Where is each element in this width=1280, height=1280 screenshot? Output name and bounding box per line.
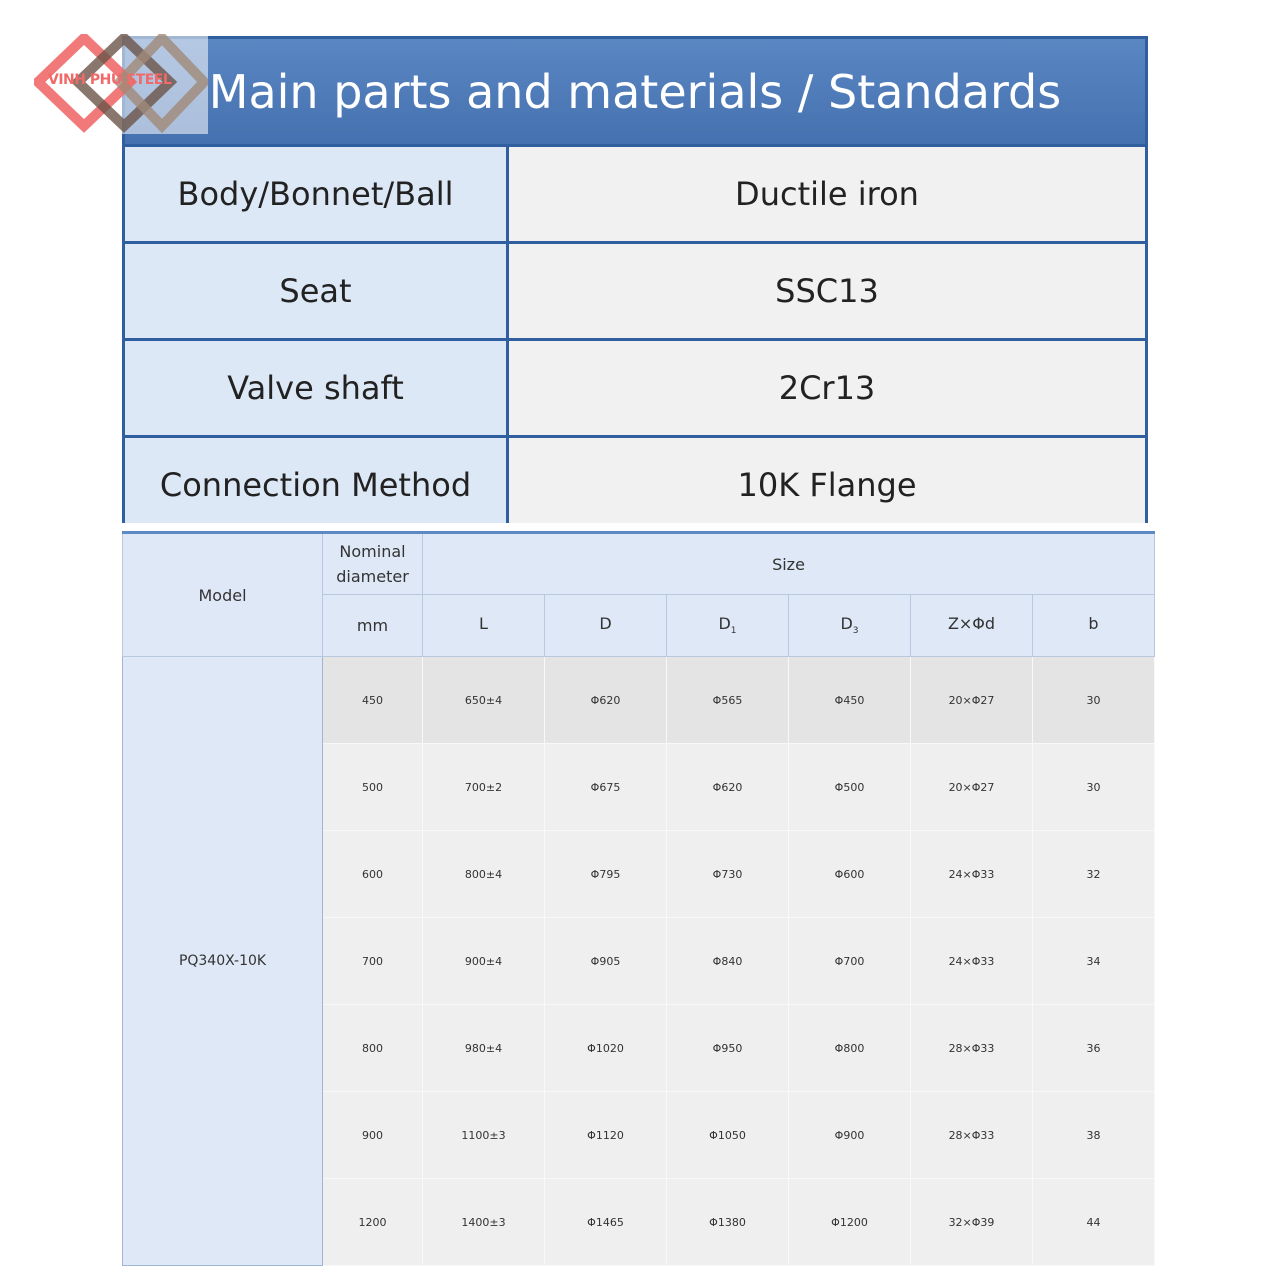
model-cell: PQ340X-10K	[122, 656, 323, 1266]
material-value: 10K Flange	[737, 466, 917, 504]
material-value: Ductile iron	[735, 175, 919, 213]
column-label: b	[1088, 614, 1099, 634]
table-cell: 36	[1032, 1004, 1155, 1092]
column-label: L	[479, 614, 488, 634]
table-cell: Φ675	[544, 743, 667, 831]
table-cell: Φ600	[788, 830, 911, 918]
table-cell: Φ500	[788, 743, 911, 831]
table-cell: 900	[322, 1091, 423, 1179]
size-table: Model Nominal diameter Size mm L D D1 D3 Z×Φ…	[122, 531, 1155, 1266]
table-cell: Φ1465	[544, 1178, 667, 1266]
size-header: Size	[422, 531, 1155, 595]
column-header: D3	[788, 594, 911, 657]
vinh-phu-steel-logo: VINH PHU STEEL	[30, 30, 211, 134]
column-header: b	[1032, 594, 1155, 657]
column-label: D	[840, 614, 853, 634]
table-row: 1200 1400±3 Φ1465 Φ1380 Φ1200 32×Φ39 44	[123, 1178, 1155, 1266]
table-cell: 800	[322, 1004, 423, 1092]
materials-table: Main parts and materials / Standards Bod…	[122, 36, 1148, 523]
table-cell: 500	[322, 743, 423, 831]
table-cell: 28×Φ33	[910, 1004, 1033, 1092]
table-cell: Φ620	[666, 743, 789, 831]
column-header: D	[544, 594, 667, 657]
table-cell: Φ565	[666, 656, 789, 744]
table-cell: 24×Φ33	[910, 830, 1033, 918]
nominal-header: Nominal diameter	[322, 531, 423, 595]
material-row: Seat SSC13	[125, 244, 1145, 341]
table-cell: 1100±3	[422, 1091, 545, 1179]
material-row: Connection Method 10K Flange	[125, 438, 1145, 523]
table-cell: Φ450	[788, 656, 911, 744]
table-row: 600 800±4 Φ795 Φ730 Φ600 24×Φ33 32	[123, 830, 1155, 918]
table-cell: Φ1120	[544, 1091, 667, 1179]
table-cell: 30	[1032, 743, 1155, 831]
material-row: Body/Bonnet/Ball Ductile iron	[125, 147, 1145, 244]
table-cell: 650±4	[422, 656, 545, 744]
table-cell: 34	[1032, 917, 1155, 1005]
table-cell: Φ1050	[666, 1091, 789, 1179]
table-cell: 600	[322, 830, 423, 918]
material-value: 2Cr13	[778, 369, 876, 407]
column-header: Z×Φd	[910, 594, 1033, 657]
table-cell: 1400±3	[422, 1178, 545, 1266]
column-label: D	[718, 614, 731, 634]
part-name: Seat	[125, 244, 509, 338]
table-cell: 980±4	[422, 1004, 545, 1092]
table-cell: Φ730	[666, 830, 789, 918]
column-subscript: 1	[730, 626, 737, 637]
table-cell: Φ1200	[788, 1178, 911, 1266]
table-cell: 450	[322, 656, 423, 744]
table-cell: Φ800	[788, 1004, 911, 1092]
table-cell: Φ700	[788, 917, 911, 1005]
material-row: Valve shaft 2Cr13	[125, 341, 1145, 438]
part-name: Body/Bonnet/Ball	[125, 147, 509, 241]
column-header: L	[422, 594, 545, 657]
logo-text: VINH PHU STEEL	[48, 72, 172, 88]
table-cell: Φ900	[788, 1091, 911, 1179]
table-cell: 24×Φ33	[910, 917, 1033, 1005]
table-cell: 20×Φ27	[910, 743, 1033, 831]
column-label: Z×Φd	[947, 614, 996, 634]
table-row: 900 1100±3 Φ1120 Φ1050 Φ900 28×Φ33 38	[123, 1091, 1155, 1179]
part-name: Valve shaft	[125, 341, 509, 435]
table-cell: 900±4	[422, 917, 545, 1005]
table-cell: Φ905	[544, 917, 667, 1005]
table-cell: Φ950	[666, 1004, 789, 1092]
logo-diamonds-icon	[30, 30, 211, 134]
table-cell: 20×Φ27	[910, 656, 1033, 744]
table-cell: 700±2	[422, 743, 545, 831]
table-cell: 38	[1032, 1091, 1155, 1179]
table-cell: Φ1020	[544, 1004, 667, 1092]
table-row: 800 980±4 Φ1020 Φ950 Φ800 28×Φ33 36	[123, 1004, 1155, 1092]
table-cell: 44	[1032, 1178, 1155, 1266]
table-cell: Φ840	[666, 917, 789, 1005]
unit-header: mm	[322, 594, 423, 657]
part-name: Connection Method	[125, 438, 509, 523]
column-header: D1	[666, 594, 789, 657]
table-cell: 700	[322, 917, 423, 1005]
table-cell: 32	[1032, 830, 1155, 918]
table-cell: Φ620	[544, 656, 667, 744]
table-cell: 28×Φ33	[910, 1091, 1033, 1179]
table-cell: Φ795	[544, 830, 667, 918]
table-cell: 800±4	[422, 830, 545, 918]
column-label: D	[599, 614, 612, 634]
table-row: 500 700±2 Φ675 Φ620 Φ500 20×Φ27 30	[123, 743, 1155, 831]
material-value: SSC13	[775, 272, 879, 310]
table-cell: 1200	[322, 1178, 423, 1266]
table-cell: 32×Φ39	[910, 1178, 1033, 1266]
materials-title: Main parts and materials / Standards	[125, 39, 1145, 147]
column-subscript: 3	[852, 626, 859, 637]
table-cell: Φ1380	[666, 1178, 789, 1266]
model-header: Model	[122, 531, 323, 657]
table-cell: 30	[1032, 656, 1155, 744]
table-row: PQ340X-10K 450 650±4 Φ620 Φ565 Φ450 20×Φ27 30	[122, 656, 1155, 1266]
